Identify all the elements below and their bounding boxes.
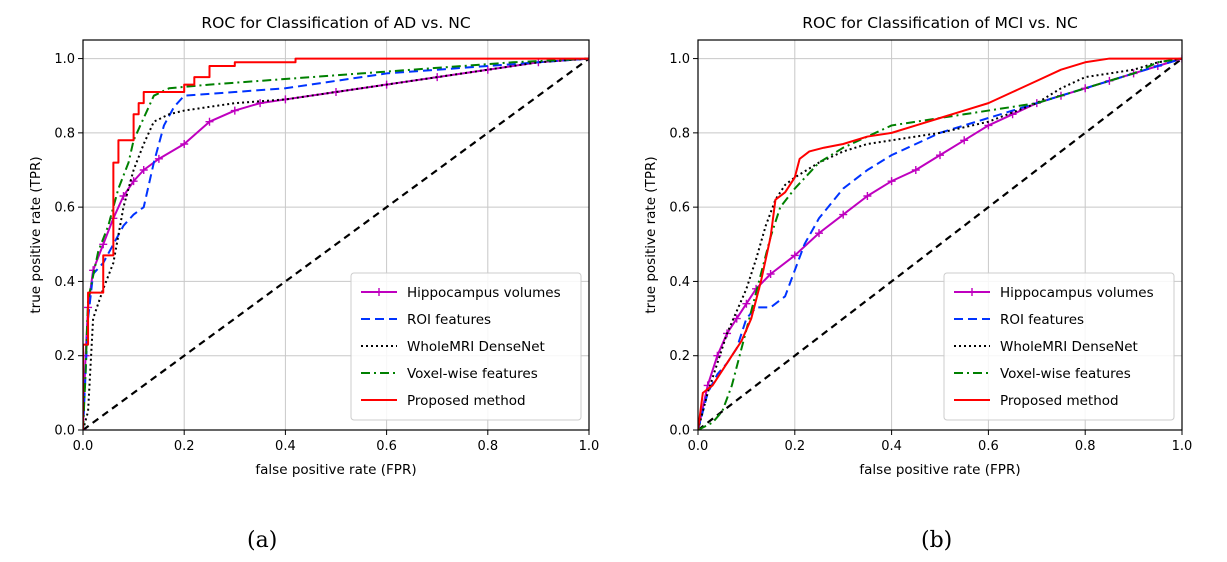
plus-marker-hippocampus-volumes bbox=[119, 192, 128, 200]
legend: Hippocampus volumes ROI features WholeMRI … bbox=[943, 272, 1175, 421]
x-tick-label: 0.8 bbox=[1075, 439, 1096, 454]
legend-box bbox=[350, 272, 582, 421]
x-tick-label: 0.6 bbox=[978, 439, 999, 454]
plus-marker-hippocampus-volumes bbox=[1008, 110, 1017, 119]
y-axis-label: true positive rate (TPR) bbox=[643, 156, 659, 313]
plot-frame bbox=[697, 39, 1183, 431]
plus-marker-hippocampus-volumes bbox=[839, 210, 848, 219]
series-group bbox=[83, 54, 589, 430]
legend-plus-marker bbox=[968, 288, 976, 296]
chart-title: ROC for Classification of MCI vs. NC bbox=[802, 14, 1078, 32]
caption-a: (a) bbox=[247, 528, 278, 553]
plus-marker-hippocampus-volumes bbox=[766, 270, 775, 278]
series-line-voxel-wise-features bbox=[83, 57, 589, 430]
legend: Hippocampus volumes ROI features WholeMRI … bbox=[350, 272, 582, 421]
y-tick-label: 0.8 bbox=[54, 126, 75, 141]
chart-panel-a: 0.0 0.2 0.4 0.6 0.8 1.0 0.0 0.2 0.4 0.6 0.8 1.0 ROC … bbox=[28, 14, 599, 478]
plus-marker-hippocampus-volumes bbox=[154, 154, 163, 163]
series-line-voxel-wise-features bbox=[698, 57, 1182, 430]
plus-marker-hippocampus-volumes bbox=[911, 166, 920, 174]
legend-label-voxel-wise-features: Voxel-wise features bbox=[1000, 366, 1131, 382]
series-line-roi-features bbox=[83, 57, 589, 430]
series-line-proposed-method bbox=[698, 57, 1182, 430]
y-tick-label: 0.4 bbox=[669, 275, 690, 290]
x-tick-label: 0.8 bbox=[477, 439, 498, 454]
x-tick-label: 0.4 bbox=[275, 439, 296, 454]
series-group bbox=[698, 54, 1182, 430]
legend-label-roi-features: ROI features bbox=[407, 312, 491, 328]
y-tick-label: 0.8 bbox=[669, 126, 690, 141]
x-tick-label: 1.0 bbox=[579, 439, 600, 454]
plus-marker-hippocampus-volumes bbox=[180, 140, 189, 148]
y-tick-label: 0.2 bbox=[54, 349, 75, 364]
legend-label-proposed-method: Proposed method bbox=[407, 393, 526, 409]
chart-panel-b: 0.0 0.2 0.4 0.6 0.8 1.0 0.0 0.2 0.4 0.6 0.8 1.0 ROC … bbox=[643, 14, 1192, 478]
y-tick-label: 1.0 bbox=[669, 52, 690, 67]
plus-marker-hippocampus-volumes bbox=[205, 117, 214, 126]
legend-label-wholemri-densenet: WholeMRI DenseNet bbox=[1000, 339, 1138, 355]
plus-marker-hippocampus-volumes bbox=[887, 177, 896, 186]
legend-label-hippocampus-volumes: Hippocampus volumes bbox=[407, 285, 561, 301]
y-tick-label: 0.0 bbox=[54, 424, 75, 439]
series-line-wholemri-densenet bbox=[698, 57, 1182, 430]
y-tick-label: 0.6 bbox=[669, 201, 690, 216]
x-axis-label: false positive rate (FPR) bbox=[255, 462, 416, 478]
caption-b: (b) bbox=[921, 528, 953, 553]
legend-label-proposed-method: Proposed method bbox=[1000, 393, 1119, 409]
plus-marker-hippocampus-volumes bbox=[815, 229, 823, 238]
y-tick-label: 0.4 bbox=[54, 275, 75, 290]
plus-marker-hippocampus-volumes bbox=[790, 251, 799, 260]
plus-marker-hippocampus-volumes bbox=[936, 151, 944, 160]
y-tick-label: 0.0 bbox=[669, 424, 690, 439]
plus-marker-hippocampus-volumes bbox=[984, 121, 993, 130]
series-line-proposed-method bbox=[83, 57, 589, 430]
x-tick-label: 0.6 bbox=[376, 439, 397, 454]
chance-diagonal-line bbox=[698, 57, 1182, 430]
plus-marker-hippocampus-volumes bbox=[863, 192, 872, 200]
plus-marker-hippocampus-volumes bbox=[713, 351, 722, 360]
x-tick-label: 0.0 bbox=[688, 439, 709, 454]
series-line-wholemri-densenet bbox=[83, 57, 589, 430]
plus-marker-hippocampus-volumes bbox=[256, 99, 265, 108]
x-axis-label: false positive rate (FPR) bbox=[859, 462, 1020, 478]
legend-label-voxel-wise-features: Voxel-wise features bbox=[407, 366, 538, 382]
chart-title: ROC for Classification of AD vs. NC bbox=[201, 14, 470, 32]
y-tick-label: 0.2 bbox=[669, 349, 690, 364]
plus-marker-hippocampus-volumes bbox=[732, 314, 741, 323]
x-tick-label: 0.2 bbox=[174, 439, 195, 454]
x-tick-label: 0.0 bbox=[73, 439, 94, 454]
plus-marker-hippocampus-volumes bbox=[230, 106, 239, 115]
x-tick-label: 0.4 bbox=[881, 439, 902, 454]
y-axis-label: true positive rate (TPR) bbox=[28, 156, 44, 313]
plot-frame bbox=[82, 39, 590, 431]
plus-marker-hippocampus-volumes bbox=[960, 136, 969, 145]
legend-label-roi-features: ROI features bbox=[1000, 312, 1084, 328]
x-tick-label: 1.0 bbox=[1172, 439, 1193, 454]
x-tick-label: 0.2 bbox=[784, 439, 805, 454]
legend-label-hippocampus-volumes: Hippocampus volumes bbox=[1000, 285, 1154, 301]
y-tick-label: 0.6 bbox=[54, 201, 75, 216]
plus-marker-hippocampus-volumes bbox=[742, 299, 751, 308]
legend-label-wholemri-densenet: WholeMRI DenseNet bbox=[407, 339, 545, 355]
plus-marker-hippocampus-volumes bbox=[99, 240, 108, 249]
legend-plus-marker bbox=[375, 288, 383, 296]
chance-diagonal-line bbox=[83, 57, 589, 430]
plus-marker-hippocampus-volumes bbox=[139, 166, 148, 174]
y-tick-label: 1.0 bbox=[54, 52, 75, 67]
legend-box bbox=[943, 272, 1175, 421]
